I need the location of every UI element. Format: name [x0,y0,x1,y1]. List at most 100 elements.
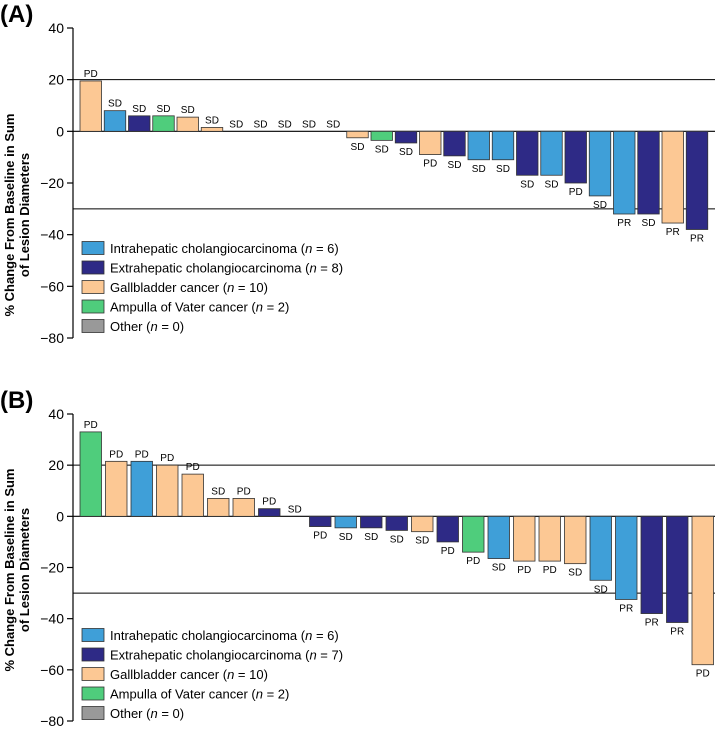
y-tick-label: 0 [56,508,64,524]
bar-extrahepatic [309,515,332,527]
bar-response-label: SD [594,584,608,595]
bar-gallbladder [513,515,536,562]
bar-response-label: PD [262,497,276,508]
bar-gallbladder [411,515,434,533]
bar-response-label: SD [496,164,510,175]
y-tick-label: −60 [40,278,64,294]
bar-response-label: SD [211,486,225,497]
bar-response-label: PD [186,462,200,473]
bar-response-label: PD [84,420,98,431]
bar-response-label: SD [205,115,219,126]
legend-swatch-extrahepatic [81,260,105,275]
bar-extrahepatic [564,130,587,184]
legend-label-other: Other (n = 0) [110,319,184,334]
y-tick-label: −80 [40,330,64,346]
bar-extrahepatic [360,515,383,529]
bar-intrahepatic [615,515,638,600]
bar-response-label: SD [326,119,340,130]
y-tick-label: 0 [56,123,64,139]
bar-ampulla [79,431,102,517]
bar-ampulla [152,115,175,132]
bar-extrahepatic [640,515,663,614]
bar-response-label: PD [237,486,251,497]
bar-response-label: SD [492,563,506,574]
bar-intrahepatic [103,110,127,132]
bar-extrahepatic [637,130,660,215]
panel-a-plot: −80 −60 −40 −20 0 20 40 PD SD SD SD SD SD SD SD SD SD SD S… [40,20,715,346]
legend-swatch-intrahepatic [81,241,105,255]
bar-response-label: PD [696,669,710,680]
panel-b: (B) % Change From Baseline in Sum of Les… [0,387,715,729]
bar-gallbladder [419,130,442,155]
panel-b-label: (B) [0,387,33,414]
bar-extrahepatic [258,508,281,517]
panel-a-ylabel-line2: of Lesion Diameters [17,153,32,277]
y-tick-label: −40 [40,227,64,243]
legend-swatch-other [81,319,105,333]
bar-response-label: SD [545,179,559,190]
bar-response-label: PD [441,546,455,557]
bar-response-label: PR [666,227,680,238]
panel-b-ylabel-line2: of Lesion Diameters [17,508,32,632]
bar-intrahepatic [130,460,153,517]
bar-response-label: PR [670,627,684,638]
y-tick-label: 20 [48,72,64,88]
bar-response-label: SD [472,164,486,175]
legend-label-extrahepatic: Extrahepatic cholangiocarcinoma (n = 8) [110,261,343,276]
bar-response-label: SD [390,534,404,545]
legend-swatch-gallbladder [81,280,105,294]
bar-response-label: SD [415,536,429,547]
bar-intrahepatic [467,130,490,161]
bar-gallbladder [538,515,561,562]
panel-a-label: (A) [0,1,33,28]
panel-a: (A) % Change From Baseline in Sum of Les… [0,1,715,346]
bar-response-label: SD [364,532,378,543]
y-tick-label: −40 [40,611,64,627]
bar-response-label: PD [84,69,98,80]
bar-response-label: PR [690,234,704,245]
bar-response-label: SD [593,200,607,211]
legend-label-gallbladder: Gallbladder cancer (n = 10) [110,667,268,682]
bar-gallbladder [79,80,102,132]
bar-response-label: PD [160,453,174,464]
y-tick-label: −60 [40,662,64,678]
bar-gallbladder [661,130,684,224]
bar-response-label: SD [108,99,122,110]
bar-response-label: PD [135,449,149,460]
legend-swatch-other [81,706,105,720]
bar-response-label: SD [132,104,146,115]
bar-response-label: PD [423,159,437,170]
y-tick-label: 20 [48,457,64,473]
legend-label-intrahepatic: Intrahepatic cholangiocarcinoma (n = 6) [110,628,339,643]
bar-gallbladder [181,473,204,517]
bar-intrahepatic [588,130,612,197]
bar-gallbladder [346,130,369,139]
bar-gallbladder [691,515,714,666]
bar-response-label: SD [642,218,656,229]
bar-gallbladder [176,116,199,132]
bar-response-label: PD [109,449,123,460]
bar-response-label: PD [466,556,480,567]
y-tick-label: −20 [40,175,64,191]
legend-swatch-ampulla [81,686,105,701]
bar-response-label: SD [375,144,389,155]
bar-gallbladder [200,127,224,132]
bar-response-label: PR [619,603,633,614]
y-tick-label: −20 [40,560,64,576]
y-tick-label: 40 [48,20,64,36]
bar-response-label: SD [520,179,534,190]
bar-response-label: SD [157,104,171,115]
bar-response-label: PR [645,618,659,629]
bar-extrahepatic [666,515,689,623]
bar-response-label: SD [448,160,462,171]
bar-response-label: PD [313,531,327,542]
legend-swatch-gallbladder [81,667,105,681]
legend-label-ampulla: Ampulla of Vater cancer (n = 2) [110,300,289,315]
bar-response-label: SD [399,147,413,158]
bar-gallbladder [564,515,587,565]
bar-extrahepatic [516,130,539,176]
bar-extrahepatic [685,130,709,230]
panel-b-ylabel-line1: % Change From Baseline in Sum [2,469,17,672]
y-tick-label: −80 [40,713,64,729]
bar-intrahepatic [491,130,515,161]
